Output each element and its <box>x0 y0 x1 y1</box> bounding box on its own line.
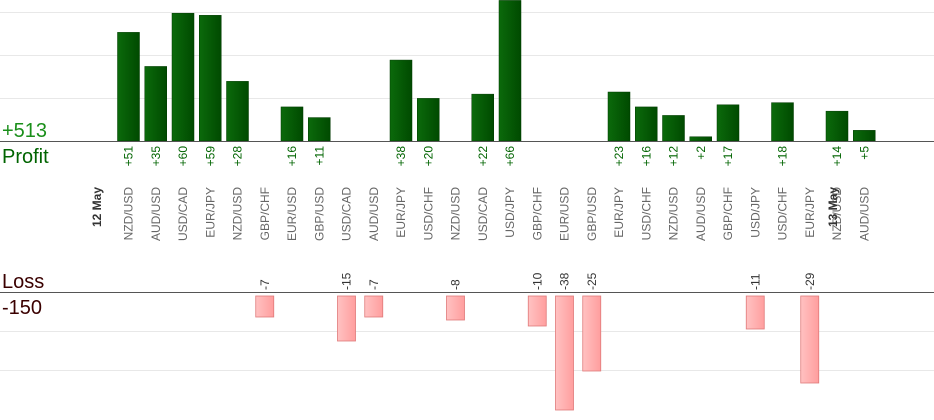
profit-value-label: +51 <box>122 146 136 167</box>
profit-bar <box>498 0 522 142</box>
profit-value-label: +59 <box>203 146 217 167</box>
loss-bar <box>337 295 356 342</box>
profit-bar <box>662 115 685 142</box>
category-label: EUR/JPY <box>803 187 817 238</box>
loss-bar <box>364 295 384 318</box>
profit-value-label: +23 <box>612 146 626 167</box>
category-label: NZD/USD <box>830 187 844 241</box>
profit-value-label: +22 <box>476 146 490 167</box>
category-label: AUD/USD <box>149 187 163 241</box>
profit-bar <box>199 15 222 142</box>
loss-value-label: -25 <box>585 272 599 290</box>
profit-value-label: +11 <box>312 146 326 166</box>
category-label: USD/CAD <box>340 187 354 241</box>
profit-value-labels: +51 +35 +60 +59 +28 +16 +11 +38 +20 +22 +66 +23 +16 +… <box>122 146 872 167</box>
category-label: GBP/CHF <box>530 187 544 240</box>
profit-bar <box>144 66 167 142</box>
profit-bar <box>607 91 631 142</box>
category-label: AUD/USD <box>367 187 381 241</box>
profit-value-label: +12 <box>667 146 681 167</box>
category-label: NZD/USD <box>667 187 681 241</box>
profit-bar <box>417 98 440 142</box>
date-label: 13 May <box>826 187 840 227</box>
profit-value-label: +16 <box>639 146 653 167</box>
category-label: EUR/USD <box>558 187 572 241</box>
profit-value-label: +35 <box>149 146 163 167</box>
category-label: USD/JPY <box>503 187 517 238</box>
category-label: USD/CAD <box>176 187 190 241</box>
category-label: USD/CHF <box>776 187 790 240</box>
category-label: GBP/CHF <box>721 187 735 240</box>
loss-value-label: -29 <box>803 272 817 290</box>
profit-bar <box>280 106 304 142</box>
profit-value-label: +28 <box>231 146 245 167</box>
category-label: EUR/JPY <box>203 187 217 238</box>
profit-bar <box>716 104 740 142</box>
category-label: USD/JPY <box>748 187 762 238</box>
loss-bar <box>800 295 820 384</box>
loss-value-label: -15 <box>340 272 354 290</box>
loss-bar <box>527 295 547 327</box>
category-labels: NZD/USD AUD/USD USD/CAD EUR/JPY NZD/USD GBP/C… <box>122 187 872 241</box>
category-label: NZD/USD <box>231 187 245 241</box>
profit-gridlines <box>0 12 934 99</box>
loss-value-label: -10 <box>530 272 544 290</box>
category-label: AUD/USD <box>694 187 708 241</box>
profit-value-label: +16 <box>285 146 299 167</box>
profit-bar <box>308 117 331 142</box>
loss-value-label: -8 <box>449 279 463 290</box>
loss-gridlines <box>0 331 934 371</box>
profit-bar <box>471 93 494 142</box>
category-label: GBP/CHF <box>258 187 272 240</box>
category-label: USD/CHF <box>639 187 653 240</box>
profit-value-label: +18 <box>776 146 790 167</box>
category-label: USD/CHF <box>421 187 435 240</box>
category-label: EUR/JPY <box>612 187 626 238</box>
loss-bar <box>255 295 275 318</box>
loss-bars <box>255 295 820 411</box>
loss-bar <box>555 295 574 411</box>
profit-bar <box>389 59 413 142</box>
profit-label: Profit <box>2 146 49 168</box>
profit-bar <box>171 12 195 142</box>
profit-total: +513 <box>2 120 47 142</box>
profit-bar <box>771 102 794 142</box>
profit-value-label: +5 <box>857 146 871 160</box>
profit-bar <box>689 136 712 142</box>
date-label: 12 May <box>90 187 104 227</box>
loss-total: -150 <box>2 297 42 319</box>
profit-bar <box>117 32 140 142</box>
loss-value-label: -7 <box>367 279 381 290</box>
profit-value-label: +14 <box>830 146 844 167</box>
loss-value-label: -7 <box>258 279 272 290</box>
loss-value-label: -11 <box>748 273 762 290</box>
profit-bars <box>117 0 876 142</box>
profit-value-label: +38 <box>394 146 408 167</box>
profit-value-label: +2 <box>694 146 708 160</box>
profit-bar <box>635 106 658 142</box>
loss-value-label: -38 <box>558 272 572 290</box>
profit-bar <box>226 81 249 142</box>
profit-value-label: +20 <box>421 146 435 167</box>
profit-bar <box>853 130 876 142</box>
profit-value-label: +60 <box>176 146 190 167</box>
loss-bar <box>745 295 765 330</box>
category-label: EUR/JPY <box>394 187 408 238</box>
category-label: GBP/USD <box>312 187 326 241</box>
loss-label: Loss <box>2 271 44 293</box>
category-label: GBP/USD <box>585 187 599 241</box>
loss-bar <box>446 295 465 321</box>
profit-value-label: +66 <box>503 146 517 167</box>
date-labels: 12 May 13 May <box>90 187 840 227</box>
category-label: EUR/USD <box>285 187 299 241</box>
loss-bar <box>582 295 602 372</box>
category-label: NZD/USD <box>449 187 463 241</box>
category-label: USD/CAD <box>476 187 490 241</box>
profit-value-label: +17 <box>721 146 735 167</box>
category-label: NZD/USD <box>122 187 136 241</box>
profit-bar <box>825 110 849 142</box>
loss-value-labels: -7 -15 -7 -8 -10 -38 -25 -11 -29 <box>258 272 817 290</box>
category-label: AUD/USD <box>857 187 871 241</box>
